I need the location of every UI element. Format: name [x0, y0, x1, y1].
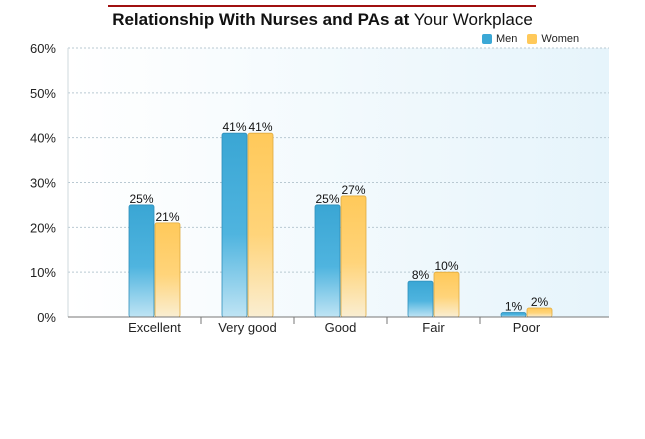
data-label-men: 25%: [315, 192, 339, 206]
bar-men: [407, 280, 434, 318]
x-category-label: Fair: [422, 320, 445, 335]
bars: [128, 132, 553, 318]
y-axis-ticks: 0% 10% 20% 30% 40% 50% 60%: [30, 41, 56, 325]
bar-men: [221, 132, 248, 318]
legend-swatch-women: [527, 34, 538, 44]
x-axis: Excellent Very good Good Fair Poor: [67, 48, 609, 335]
legend-item-men: Men: [482, 33, 517, 45]
data-label-women: 27%: [341, 183, 365, 197]
bar-women: [154, 222, 181, 318]
legend-label-men: Men: [496, 33, 518, 45]
y-tick-label: 20%: [30, 220, 56, 235]
chart-title: Relationship With Nurses and PAs at Your…: [0, 10, 645, 30]
legend: Men Women: [482, 33, 589, 45]
bar-women: [526, 307, 553, 318]
chart-title-normal: Your Workplace: [413, 10, 533, 29]
y-tick-label: 30%: [30, 176, 56, 191]
bar-women: [247, 132, 274, 318]
bar-men: [128, 204, 155, 318]
legend-label-women: Women: [541, 33, 580, 45]
legend-item-women: Women: [527, 33, 579, 45]
x-category-label: Poor: [513, 320, 541, 335]
data-labels: 25%21%41% 41%25%27%8%10%1% 2%: [129, 120, 548, 313]
data-label-men: 1%: [505, 300, 523, 314]
chart-title-bold: Relationship With Nurses and PAs at: [112, 10, 410, 29]
y-tick-label: 50%: [30, 86, 56, 101]
bar-men: [314, 204, 341, 318]
data-label-women: 21%: [155, 210, 179, 224]
bar-women: [340, 195, 367, 318]
x-category-label: Excellent: [128, 320, 181, 335]
x-category-label: Very good: [218, 320, 277, 335]
data-label-women: 2%: [531, 295, 549, 309]
bar-women: [433, 271, 460, 318]
y-tick-label: 60%: [30, 41, 56, 56]
legend-swatch-men: [482, 34, 492, 44]
data-label-men: 25%: [129, 192, 153, 206]
data-label-men: 41%: [222, 120, 246, 134]
data-label-women: 10%: [434, 259, 458, 273]
data-label-men: 8%: [412, 268, 430, 282]
y-tick-label: 10%: [30, 265, 56, 280]
y-tick-label: 0%: [37, 310, 56, 325]
title-rule: [108, 5, 536, 7]
x-category-label: Good: [325, 320, 357, 335]
data-label-women: 41%: [248, 120, 272, 134]
y-tick-label: 40%: [30, 131, 56, 146]
